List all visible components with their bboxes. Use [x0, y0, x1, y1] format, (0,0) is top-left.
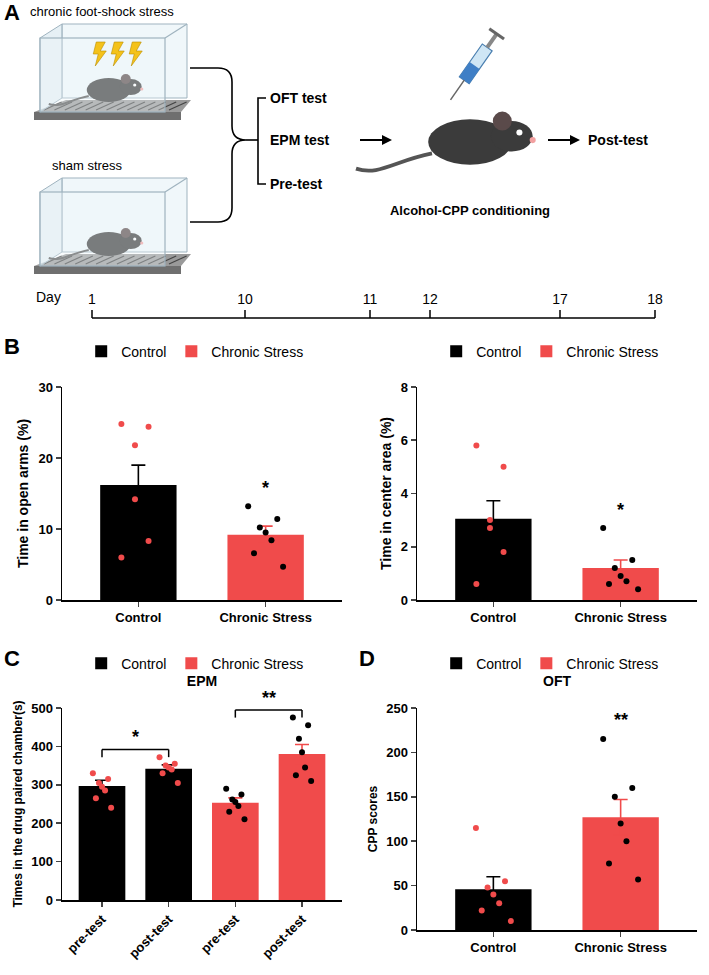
svg-text:chronic foot-shock stress: chronic foot-shock stress: [30, 4, 174, 19]
svg-text:CPP scores: CPP scores: [366, 785, 380, 852]
svg-text:post-test: post-test: [126, 911, 176, 961]
svg-text:*: *: [262, 478, 269, 498]
svg-text:Post-test: Post-test: [588, 132, 648, 148]
svg-text:Time in center area (%): Time in center area (%): [378, 417, 394, 570]
svg-text:Day: Day: [36, 289, 61, 305]
svg-text:Chronic Stress: Chronic Stress: [211, 656, 303, 672]
svg-text:Times in the drug paired chamb: Times in the drug paired chamber(s): [11, 700, 25, 907]
svg-text:Control: Control: [121, 656, 166, 672]
svg-text:0: 0: [46, 593, 53, 608]
svg-text:150: 150: [386, 789, 408, 804]
svg-text:Chronic Stress: Chronic Stress: [574, 610, 666, 625]
svg-text:250: 250: [386, 701, 408, 716]
svg-text:sham stress: sham stress: [52, 158, 123, 173]
svg-text:Control: Control: [121, 344, 166, 360]
svg-text:200: 200: [386, 745, 408, 760]
svg-text:pre-test: pre-test: [198, 911, 243, 956]
svg-text:**: **: [262, 688, 276, 708]
svg-text:0: 0: [401, 593, 408, 608]
html-text:A: A: [4, 0, 20, 25]
svg-text:post-test: post-test: [259, 911, 309, 961]
svg-text:20: 20: [38, 451, 52, 466]
svg-text:200: 200: [31, 816, 53, 831]
svg-text:*: *: [617, 500, 624, 520]
svg-text:Chronic Stress: Chronic Stress: [219, 610, 311, 625]
svg-text:400: 400: [31, 739, 53, 754]
svg-text:4: 4: [401, 486, 409, 501]
html-text:B: B: [4, 334, 20, 359]
svg-text:Alcohol-CPP conditioning: Alcohol-CPP conditioning: [390, 203, 550, 218]
svg-text:30: 30: [38, 380, 52, 395]
svg-text:**: **: [614, 710, 628, 730]
svg-text:Chronic Stress: Chronic Stress: [566, 344, 658, 360]
svg-text:8: 8: [401, 380, 408, 395]
html-text:C: C: [4, 646, 20, 671]
svg-text:2: 2: [401, 539, 408, 554]
svg-text:Control: Control: [470, 610, 516, 625]
svg-text:EPM: EPM: [187, 673, 217, 689]
svg-text:*: *: [132, 727, 139, 747]
svg-text:500: 500: [31, 701, 53, 716]
svg-text:100: 100: [31, 854, 53, 869]
svg-text:Control: Control: [470, 940, 516, 955]
svg-text:11: 11: [363, 291, 378, 307]
svg-text:EPM test: EPM test: [270, 132, 329, 148]
svg-text:OFT: OFT: [543, 673, 571, 689]
svg-text:17: 17: [552, 291, 568, 307]
svg-text:100: 100: [386, 834, 408, 849]
svg-text:50: 50: [393, 878, 407, 893]
svg-text:Control: Control: [476, 656, 521, 672]
svg-text:Chronic Stress: Chronic Stress: [574, 940, 666, 955]
svg-text:0: 0: [46, 893, 53, 908]
svg-text:Time in open arms (%): Time in open arms (%): [15, 419, 31, 568]
html-text:D: D: [359, 646, 375, 671]
svg-text:Chronic Stress: Chronic Stress: [566, 656, 658, 672]
svg-text:6: 6: [401, 433, 408, 448]
svg-text:pre-test: pre-test: [64, 911, 109, 956]
svg-text:Control: Control: [476, 344, 521, 360]
svg-text:1: 1: [88, 291, 96, 307]
svg-text:Control: Control: [115, 610, 161, 625]
svg-text:Chronic Stress: Chronic Stress: [211, 344, 303, 360]
svg-text:12: 12: [422, 291, 438, 307]
svg-text:OFT test: OFT test: [270, 90, 327, 106]
svg-text:18: 18: [647, 291, 663, 307]
svg-text:0: 0: [401, 923, 408, 938]
svg-text:300: 300: [31, 777, 53, 792]
svg-text:Pre-test: Pre-test: [270, 176, 322, 192]
svg-text:10: 10: [38, 522, 52, 537]
svg-text:10: 10: [237, 291, 253, 307]
